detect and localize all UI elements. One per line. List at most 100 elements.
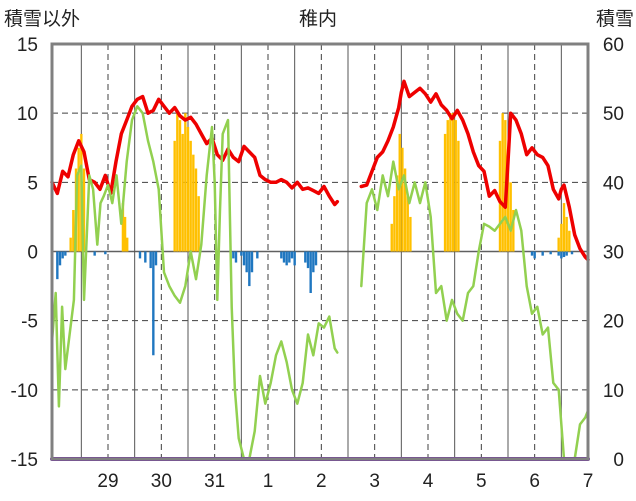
orange-bar: [512, 210, 515, 252]
x-tick-label: 29: [97, 471, 118, 492]
blue-bar: [560, 251, 563, 259]
orange-bar: [178, 120, 182, 252]
orange-bar: [443, 133, 447, 252]
green-series-line: [360, 160, 590, 461]
orange-bar: [446, 120, 449, 252]
blue-bar: [282, 251, 286, 263]
blue-bar: [562, 251, 566, 258]
orange-bar: [393, 196, 396, 252]
blue-bar: [309, 251, 312, 293]
left-axis-label: 積雪以外: [4, 9, 81, 30]
blue-bar: [61, 251, 64, 259]
y-right-tick-label: 0: [613, 450, 624, 471]
orange-bar: [401, 147, 404, 252]
x-tick-label: 5: [476, 471, 487, 492]
x-tick-label: 31: [204, 471, 225, 492]
orange-bar: [197, 196, 200, 252]
orange-bar: [176, 113, 179, 252]
orange-bar: [498, 140, 502, 252]
x-tick-label: 1: [263, 471, 274, 492]
orange-bar: [121, 203, 125, 252]
y-right-tick-label: 10: [603, 381, 624, 402]
y-left-tick-label: -15: [11, 450, 38, 471]
blue-bar: [232, 251, 235, 259]
orange-bar: [409, 216, 412, 252]
blue-bar: [304, 251, 307, 263]
blue-bar: [312, 251, 315, 273]
y-right-tick-label: 20: [603, 312, 624, 333]
orange-bar: [126, 237, 129, 252]
orange-bar: [82, 168, 86, 252]
blue-bar: [152, 251, 155, 356]
y-left-tick-label: -10: [11, 381, 38, 402]
blue-bar: [293, 251, 296, 266]
orange-bar: [560, 223, 563, 252]
y-left-tick-label: 5: [27, 173, 38, 194]
blue-bar: [306, 251, 310, 269]
y-left-tick-label: 0: [27, 243, 38, 264]
blue-bar: [154, 251, 158, 266]
orange-bar: [501, 113, 504, 252]
blue-bar: [533, 251, 536, 259]
red-series-line: [359, 79, 590, 262]
blue-bar: [240, 251, 243, 256]
orange-bar: [181, 133, 184, 252]
blue-bar: [56, 251, 59, 280]
y-right-tick-label: 60: [603, 35, 624, 56]
blue-bar: [541, 251, 544, 256]
blue-bar: [314, 251, 318, 266]
blue-bar: [234, 251, 238, 263]
red-series-line: [50, 94, 340, 207]
blue-bar: [250, 251, 254, 273]
blue-bar: [245, 251, 248, 273]
blue-bar: [93, 251, 96, 256]
y-left-tick-label: 10: [17, 104, 38, 125]
blue-bar: [565, 251, 568, 256]
blue-bar: [280, 251, 283, 259]
blue-bar: [549, 251, 552, 255]
x-tick-label: 30: [151, 471, 172, 492]
x-tick-label: 3: [369, 471, 380, 492]
x-tick-label: 7: [583, 471, 594, 492]
orange-bar: [454, 120, 457, 252]
orange-bar: [173, 140, 176, 252]
blue-bar: [285, 251, 288, 266]
blue-bar: [58, 251, 62, 266]
plot-frame: [50, 42, 590, 461]
blue-bar: [149, 251, 152, 269]
orange-bar: [395, 175, 399, 252]
orange-bar: [123, 216, 127, 252]
blue-bar: [138, 251, 142, 259]
blue-bar: [104, 251, 107, 255]
orange-bar: [562, 203, 566, 252]
chart-title: 稚内: [298, 9, 337, 30]
orange-bar: [186, 127, 190, 252]
green-series-line: [50, 105, 339, 461]
x-tick-label: 4: [423, 471, 434, 492]
orange-bar: [398, 133, 401, 252]
y-right-tick-label: 30: [603, 243, 624, 264]
orange-bar: [72, 210, 75, 252]
blue-bar: [288, 251, 291, 263]
y-left-tick-label: -5: [21, 312, 38, 333]
orange-bar: [506, 154, 510, 252]
orange-bar: [457, 140, 460, 252]
orange-bar: [194, 168, 198, 252]
orange-bar: [451, 113, 455, 252]
blue-bar: [248, 251, 251, 287]
blue-bar: [242, 251, 246, 266]
orange-bar: [189, 140, 192, 252]
orange-bar: [565, 216, 568, 252]
orange-bar: [449, 113, 452, 252]
blue-bar: [144, 251, 147, 263]
blue-bar: [64, 251, 67, 256]
blue-bar: [557, 251, 560, 256]
x-tick-label: 2: [316, 471, 327, 492]
orange-bar: [509, 182, 512, 252]
orange-bar: [557, 237, 560, 252]
orange-bar: [69, 237, 72, 252]
orange-bar: [192, 154, 195, 252]
y-right-tick-label: 40: [603, 173, 624, 194]
blue-bar: [290, 251, 294, 259]
y-right-tick-label: 50: [603, 104, 624, 125]
